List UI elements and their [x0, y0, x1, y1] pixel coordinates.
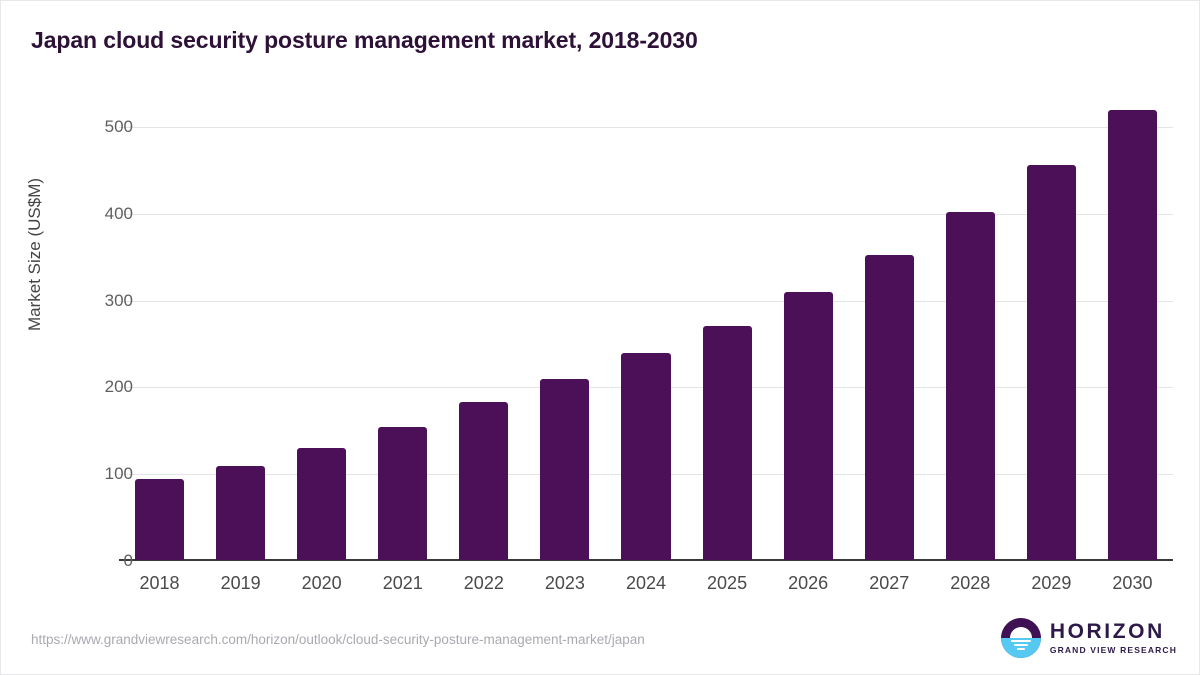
bar-rect: [540, 379, 590, 560]
x-axis-tick-label: 2025: [707, 573, 748, 593]
y-axis-tick-label: 500: [104, 117, 133, 137]
horizon-logo: HORIZON GRAND VIEW RESEARCH: [1000, 618, 1177, 658]
gridline: [119, 300, 1173, 302]
x-axis-tick-label: 2027: [869, 573, 910, 593]
page-title: Japan cloud security posture management …: [31, 27, 698, 53]
bar-2027[interactable]: [864, 254, 914, 560]
bar-rect: [945, 211, 995, 560]
bar-rect: [216, 466, 266, 560]
y-axis-tick-label: 300: [104, 290, 133, 310]
bar-rect: [783, 291, 833, 560]
bar-2022[interactable]: [459, 402, 509, 560]
x-axis-tick-label: 2026: [788, 573, 829, 593]
logo-tagline: GRAND VIEW RESEARCH: [1049, 645, 1177, 656]
gridline: [119, 213, 1173, 215]
x-axis-tick-label: 2024: [625, 573, 666, 593]
y-axis-tick-label: 100: [104, 464, 133, 484]
x-axis-tick-label: 2023: [544, 573, 585, 593]
bar-rect: [378, 427, 428, 560]
x-axis-tick-label: 2021: [382, 573, 423, 593]
bar-rect: [864, 254, 914, 560]
bar-rect: [459, 402, 509, 560]
bar-2024[interactable]: [621, 353, 671, 560]
gridline: [119, 127, 1173, 129]
y-axis-tick-label: 200: [104, 377, 133, 397]
bar-2018[interactable]: [135, 479, 185, 560]
horizon-sun-circle-icon: [1000, 618, 1041, 658]
bar-2028[interactable]: [945, 211, 995, 560]
x-axis-tick-label: 2022: [463, 573, 504, 593]
plot-area: [119, 101, 1173, 561]
bar-rect: [621, 353, 671, 560]
bar-rect: [135, 479, 185, 560]
bar-rect: [702, 325, 752, 560]
bar-2029[interactable]: [1026, 165, 1076, 560]
x-axis-tick-label: 2020: [301, 573, 342, 593]
bar-rect: [1026, 165, 1076, 560]
bar-2026[interactable]: [783, 291, 833, 560]
x-axis-tick-label: 2029: [1031, 573, 1072, 593]
bar-rect: [297, 448, 347, 560]
x-axis-tick-label: 2018: [139, 573, 180, 593]
source-url[interactable]: https://www.grandviewresearch.com/horizo…: [31, 632, 645, 647]
x-axis-line: [119, 559, 1173, 561]
x-axis-tick-label: 2030: [1112, 573, 1153, 593]
y-axis-tick-label: 0: [123, 551, 133, 570]
bar-rect: [1107, 109, 1157, 560]
bar-2030[interactable]: [1107, 109, 1157, 560]
bar-2021[interactable]: [378, 427, 428, 560]
bar-2020[interactable]: [297, 448, 347, 560]
x-axis-tick-label: 2028: [950, 573, 991, 593]
bars-group: [119, 101, 1173, 561]
x-axis-tick-label: 2019: [220, 573, 261, 593]
y-axis-tick-label: 400: [104, 203, 133, 223]
y-axis-title: Market Size (US$M): [25, 177, 44, 331]
logo-wordmark: HORIZON: [1049, 620, 1165, 644]
bar-2023[interactable]: [540, 379, 590, 560]
bar-2019[interactable]: [216, 466, 266, 560]
bar-2025[interactable]: [702, 325, 752, 560]
